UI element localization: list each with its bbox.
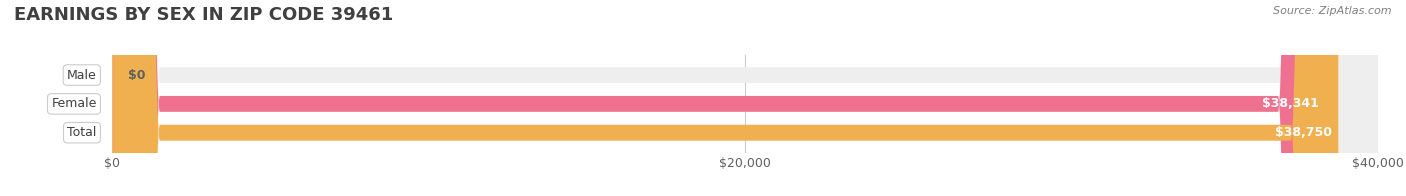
FancyBboxPatch shape xyxy=(112,0,1326,196)
Text: Male: Male xyxy=(67,69,97,82)
FancyBboxPatch shape xyxy=(112,0,1378,196)
Text: Total: Total xyxy=(67,126,97,139)
Text: EARNINGS BY SEX IN ZIP CODE 39461: EARNINGS BY SEX IN ZIP CODE 39461 xyxy=(14,6,394,24)
Text: $38,341: $38,341 xyxy=(1263,97,1319,110)
Text: $0: $0 xyxy=(128,69,146,82)
Text: $38,750: $38,750 xyxy=(1275,126,1331,139)
FancyBboxPatch shape xyxy=(112,0,1378,196)
Text: Female: Female xyxy=(51,97,97,110)
Text: Source: ZipAtlas.com: Source: ZipAtlas.com xyxy=(1274,6,1392,16)
FancyBboxPatch shape xyxy=(112,0,1339,196)
FancyBboxPatch shape xyxy=(112,0,1378,196)
